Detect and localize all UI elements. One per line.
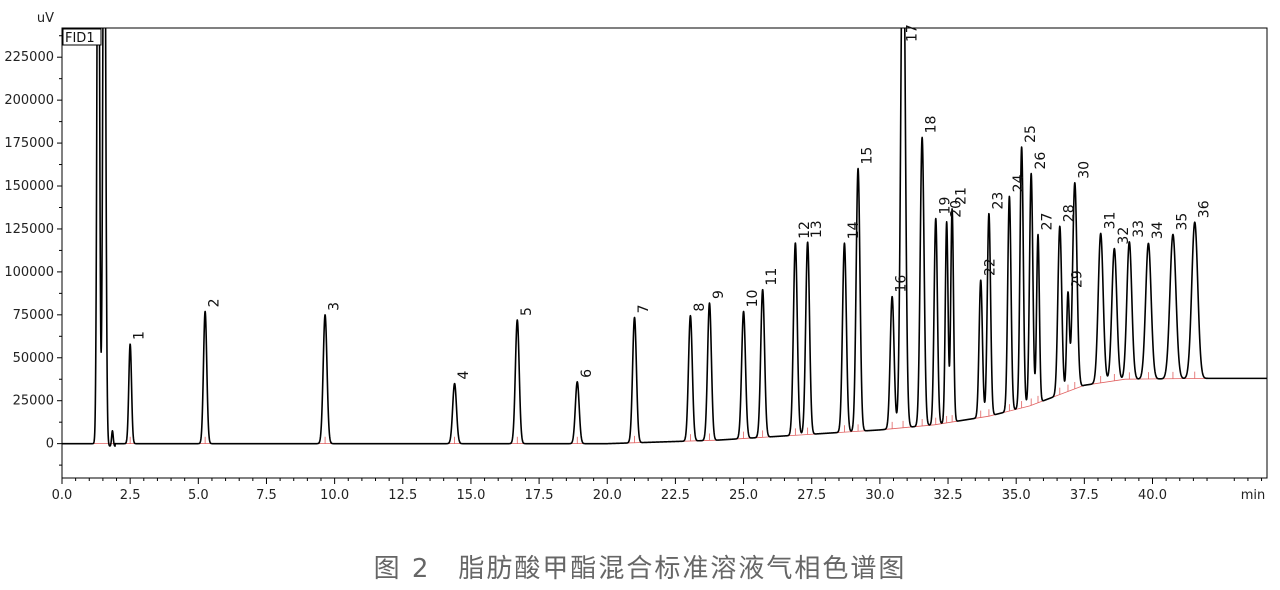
peak-label-10: 10 (745, 290, 761, 308)
peak-label-24: 24 (1011, 174, 1027, 192)
y-unit-label: uV (37, 11, 54, 26)
peak-label-5: 5 (519, 307, 535, 316)
y-tick-label: 25000 (13, 394, 54, 409)
peak-label-20: 20 (948, 200, 964, 218)
x-tick-label: 32.5 (934, 488, 963, 503)
y-tick-label: 75000 (13, 308, 54, 323)
peak-label-14: 14 (846, 221, 862, 239)
peak-label-33: 33 (1131, 220, 1147, 238)
peak-label-26: 26 (1033, 152, 1049, 170)
x-tick-label: 20.0 (593, 488, 622, 503)
peak-label-17: 17 (905, 24, 921, 42)
peak-label-27: 27 (1040, 213, 1056, 231)
plot-frame (61, 27, 1268, 479)
peak-label-19: 19 (937, 197, 953, 215)
x-tick-label: 12.5 (388, 488, 417, 503)
y-tick-label: 175000 (4, 136, 54, 151)
peak-label-35: 35 (1175, 213, 1191, 231)
peak-label-8: 8 (692, 303, 708, 312)
x-tick-label: 30.0 (865, 488, 894, 503)
x-tick-label: 22.5 (661, 488, 690, 503)
x-tick-label: 10.0 (320, 488, 349, 503)
peak-label-36: 36 (1196, 200, 1212, 218)
peak-label-16: 16 (894, 275, 910, 293)
peak-label-22: 22 (982, 258, 998, 276)
peak-label-3: 3 (327, 302, 343, 311)
x-tick-label: 0.0 (52, 488, 73, 503)
peak-label-29: 29 (1070, 270, 1086, 288)
peak-label-23: 23 (991, 192, 1007, 210)
x-tick-label: 7.5 (256, 488, 277, 503)
y-tick-label: 150000 (4, 179, 54, 194)
y-tick-label: 225000 (4, 50, 54, 65)
peak-label-18: 18 (924, 116, 940, 134)
x-tick-label: 37.5 (1070, 488, 1099, 503)
chromatogram-trace (62, 28, 1267, 447)
peak-label-28: 28 (1061, 204, 1077, 222)
peak-label-30: 30 (1076, 161, 1092, 179)
peak-label-32: 32 (1116, 227, 1132, 245)
peak-label-31: 31 (1102, 212, 1118, 230)
x-tick-label: 25.0 (729, 488, 758, 503)
x-tick-label: 17.5 (525, 488, 554, 503)
peak-label-1: 1 (132, 331, 148, 340)
x-unit-label: min (1241, 488, 1266, 503)
peak-label-25: 25 (1023, 125, 1039, 143)
peak-label-6: 6 (579, 369, 595, 378)
y-tick-label: 100000 (4, 265, 54, 280)
x-tick-label: 35.0 (1002, 488, 1031, 503)
detector-label: FID1 (65, 31, 95, 46)
x-tick-label: 2.5 (120, 488, 141, 503)
peak-label-9: 9 (711, 290, 727, 299)
peak-label-4: 4 (456, 371, 472, 380)
chromatogram-chart: 0 25000 50000 75000 100000 125000 150000 175000… (4, 11, 1268, 503)
peak-label-34: 34 (1150, 221, 1166, 239)
peak-label-12: 12 (797, 221, 813, 239)
peak-label-15: 15 (860, 147, 876, 165)
chromatogram-svg: 0 25000 50000 75000 100000 125000 150000 175000… (4, 11, 1268, 503)
x-tick-label: 27.5 (797, 488, 826, 503)
peak-label-11: 11 (764, 268, 780, 286)
figure-caption: 图 2 脂肪酸甲酯混合标准溶液气相色谱图 (373, 554, 907, 584)
y-tick-label: 200000 (4, 93, 54, 108)
y-tick-label: 50000 (13, 351, 54, 366)
peak-label-21: 21 (954, 187, 970, 205)
y-tick-label: 0 (46, 437, 54, 452)
x-tick-label: 5.0 (188, 488, 209, 503)
peak-label-13: 13 (809, 220, 825, 238)
x-tick-label: 40.0 (1138, 488, 1167, 503)
x-tick-label: 15.0 (456, 488, 485, 503)
peak-label-2: 2 (207, 298, 223, 307)
y-tick-label: 125000 (4, 222, 54, 237)
detector-box (62, 28, 102, 46)
peak-label-7: 7 (636, 304, 652, 313)
integration-baseline (62, 378, 1267, 444)
